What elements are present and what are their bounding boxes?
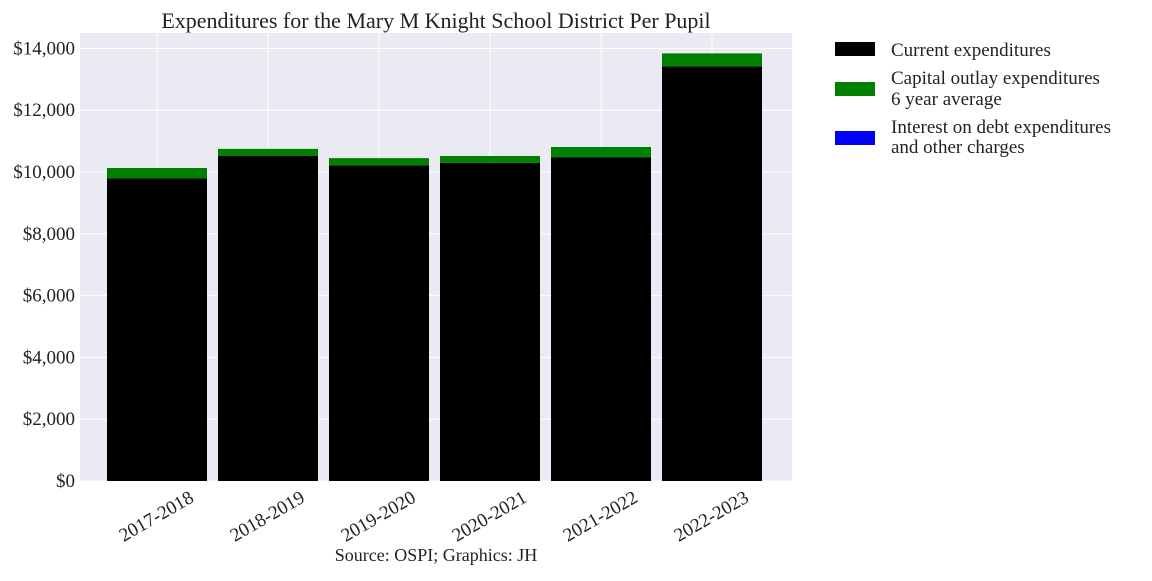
bar-segment-series-1 (662, 53, 762, 67)
bar-segment-series-0 (440, 162, 540, 482)
y-tick-label: $8,000 (23, 224, 75, 245)
bar-segment-series-1 (551, 147, 651, 158)
chart-caption: Source: OSPI; Graphics: JH (335, 545, 537, 565)
legend: Current expenditures Capital outlay expen… (835, 40, 1111, 158)
chart-title: Expenditures for the Mary M Knight Schoo… (161, 8, 710, 33)
x-tick-labels: 2017-2018 2018-2019 2019-2020 2020-2021 2021… (116, 487, 753, 546)
legend-swatch (835, 42, 875, 56)
y-tick-label: $2,000 (23, 409, 75, 430)
legend-label: Current expenditures (891, 40, 1051, 61)
legend-swatch (835, 82, 875, 96)
bar-segment-series-0 (329, 165, 429, 481)
y-tick-label: $0 (56, 471, 75, 492)
bar-segment-series-1 (218, 148, 318, 156)
y-tick-label: $4,000 (23, 347, 75, 368)
legend-label: Capital outlay expenditures 6 year averag… (891, 68, 1100, 110)
bar-segment-series-1 (107, 168, 207, 179)
bar-segment-series-0 (107, 178, 207, 481)
x-tick-label: 2021-2022 (560, 487, 642, 546)
bars (107, 53, 762, 482)
x-tick-label: 2017-2018 (116, 487, 198, 546)
y-tick-labels: $0 $2,000 $4,000 $6,000 $8,000 $10,000 $12,000… (13, 38, 75, 492)
x-tick-label: 2018-2019 (227, 487, 309, 546)
bar-segment-series-0 (218, 155, 318, 482)
legend-swatch (835, 131, 875, 145)
bar-segment-series-0 (551, 157, 651, 481)
bar-segment-series-1 (329, 158, 429, 166)
x-tick-label: 2022-2023 (671, 487, 753, 546)
y-tick-label: $10,000 (13, 162, 75, 183)
x-tick-label: 2019-2020 (338, 487, 420, 546)
bar-segment-series-1 (440, 155, 540, 163)
legend-label: Interest on debt expenditures and other c… (891, 117, 1111, 158)
y-tick-label: $6,000 (23, 286, 75, 307)
x-tick-label: 2020-2021 (449, 487, 531, 546)
y-tick-label: $14,000 (13, 38, 75, 59)
y-tick-label: $12,000 (13, 100, 75, 121)
bar-segment-series-0 (662, 66, 762, 481)
